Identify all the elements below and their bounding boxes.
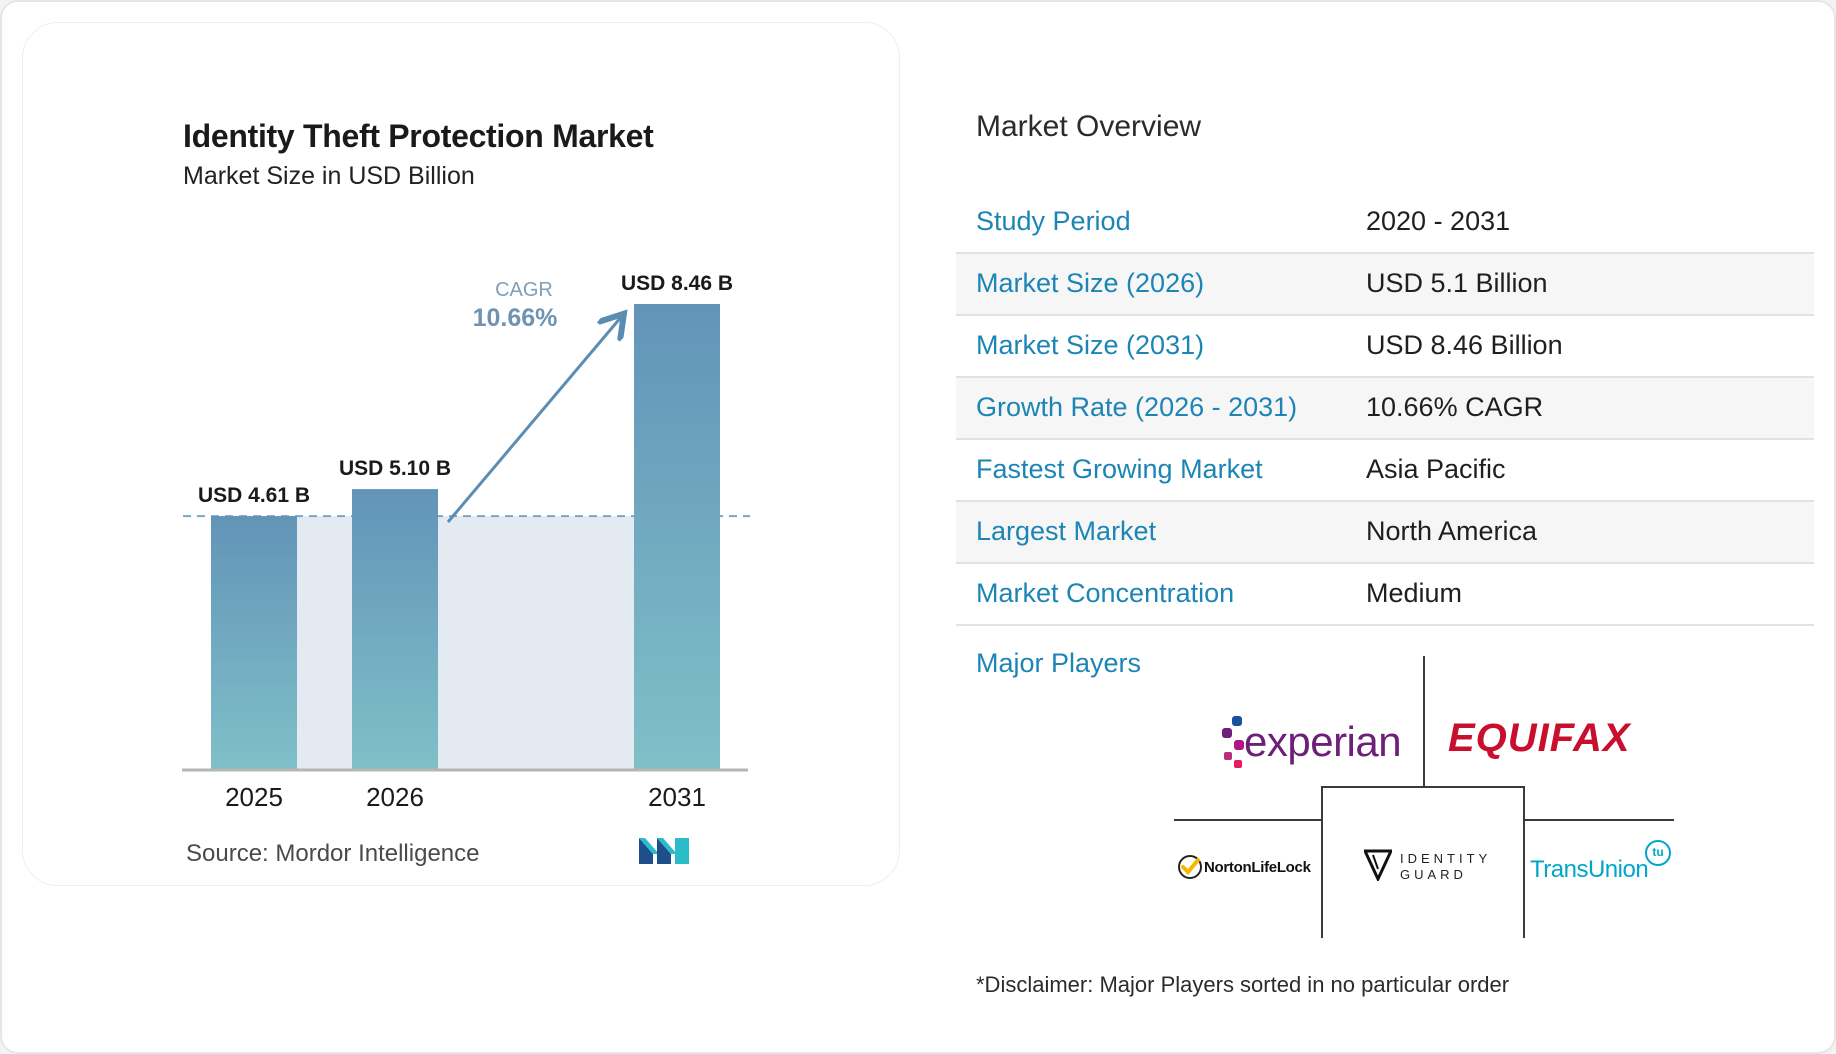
grid-line — [1321, 786, 1525, 788]
experian-logo: experian — [1244, 718, 1402, 765]
overview-row: Largest Market North America — [956, 502, 1814, 564]
overview-row: Fastest Growing Market Asia Pacific — [956, 440, 1814, 502]
grid-line — [1321, 786, 1323, 938]
norton-check-icon — [1178, 855, 1202, 879]
overview-label: Largest Market — [976, 516, 1157, 546]
row-divider — [956, 624, 1814, 626]
overview-row: Growth Rate (2026 - 2031) 10.66% CAGR — [956, 378, 1814, 440]
x-tick-label-2031: 2031 — [648, 782, 706, 812]
overview-value: North America — [1366, 516, 1538, 546]
mordor-logo-icon — [639, 838, 689, 864]
overview-label: Study Period — [976, 206, 1131, 236]
identity-guard-logo-top: IDENTITY — [1400, 851, 1492, 866]
cagr-value: 10.66% — [473, 304, 558, 332]
overview-value: 10.66% CAGR — [1366, 392, 1544, 422]
cagr-arrow — [446, 316, 622, 523]
bar-chart: USD 4.61 B 2025 USD 5.10 B 2026 USD 8.46 B 20… — [182, 272, 750, 812]
overview-value: Asia Pacific — [1366, 454, 1506, 484]
transunion-logo: TransUnion — [1530, 856, 1649, 883]
overview-value: 2020 - 2031 — [1366, 206, 1511, 236]
row-divider — [956, 438, 1814, 440]
overview-label: Market Concentration — [976, 578, 1235, 608]
equifax-logo: EQUIFAX — [1448, 716, 1631, 760]
overview-value: Medium — [1366, 578, 1463, 608]
overview-row: Market Size (2026) USD 5.1 Billion — [956, 254, 1814, 316]
transunion-badge-icon: tu — [1645, 840, 1671, 866]
x-tick-label-2025: 2025 — [225, 782, 283, 812]
overview-label: Fastest Growing Market — [976, 454, 1263, 484]
overview-value: USD 5.1 Billion — [1366, 268, 1548, 298]
bar-2031 — [634, 304, 720, 770]
transunion-badge-text: tu — [1652, 845, 1664, 859]
overview-value: USD 8.46 Billion — [1366, 330, 1563, 360]
bar-2025 — [211, 516, 297, 770]
overview-row: Study Period 2020 - 2031 — [956, 192, 1814, 254]
identity-guard-shield-icon — [1364, 849, 1392, 881]
overview-row: Market Concentration Medium — [956, 564, 1814, 626]
overview-label: Growth Rate (2026 - 2031) — [976, 392, 1298, 422]
cagr-label: CAGR — [495, 279, 553, 301]
row-divider — [956, 252, 1814, 254]
major-players-title: Major Players — [976, 648, 1142, 678]
nortonlifelock-logo: NortonLifeLock — [1204, 859, 1311, 876]
data-label-2025: USD 4.61 B — [198, 484, 310, 507]
overview-label: Market Size (2026) — [976, 268, 1205, 298]
grid-line — [1174, 819, 1322, 821]
grid-line — [1523, 786, 1525, 938]
disclaimer-text: *Disclaimer: Major Players sorted in no … — [976, 972, 1510, 997]
bar-2026 — [352, 489, 438, 770]
chart-subtitle: Market Size in USD Billion — [183, 162, 475, 190]
experian-dots-icon — [1222, 716, 1244, 768]
grid-line — [1423, 656, 1425, 786]
x-tick-label-2026: 2026 — [366, 782, 424, 812]
row-divider — [956, 376, 1814, 378]
overview-row: Market Size (2031) USD 8.46 Billion — [956, 316, 1814, 378]
data-label-2031: USD 8.46 B — [621, 272, 733, 295]
row-divider — [956, 500, 1814, 502]
grid-line — [1524, 819, 1674, 821]
data-label-2026: USD 5.10 B — [339, 457, 451, 480]
source-text: Source: Mordor Intelligence — [186, 840, 480, 867]
overview-label: Market Size (2031) — [976, 330, 1205, 360]
row-divider — [956, 314, 1814, 316]
identity-guard-logo-bottom: GUARD — [1400, 867, 1467, 882]
market-overview-title: Market Overview — [976, 110, 1202, 143]
row-divider — [956, 562, 1814, 564]
chart-title: Identity Theft Protection Market — [183, 118, 654, 154]
